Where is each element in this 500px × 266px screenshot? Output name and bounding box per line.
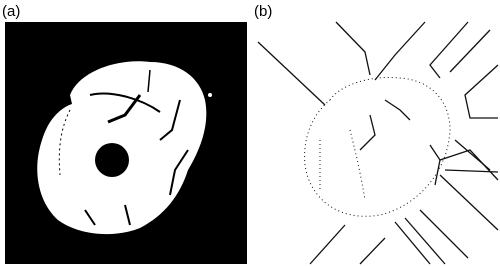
panel-label: (a) — [2, 3, 20, 20]
panel-label: (b) — [254, 3, 272, 20]
panel-b — [257, 21, 499, 265]
panel-a — [5, 22, 247, 264]
